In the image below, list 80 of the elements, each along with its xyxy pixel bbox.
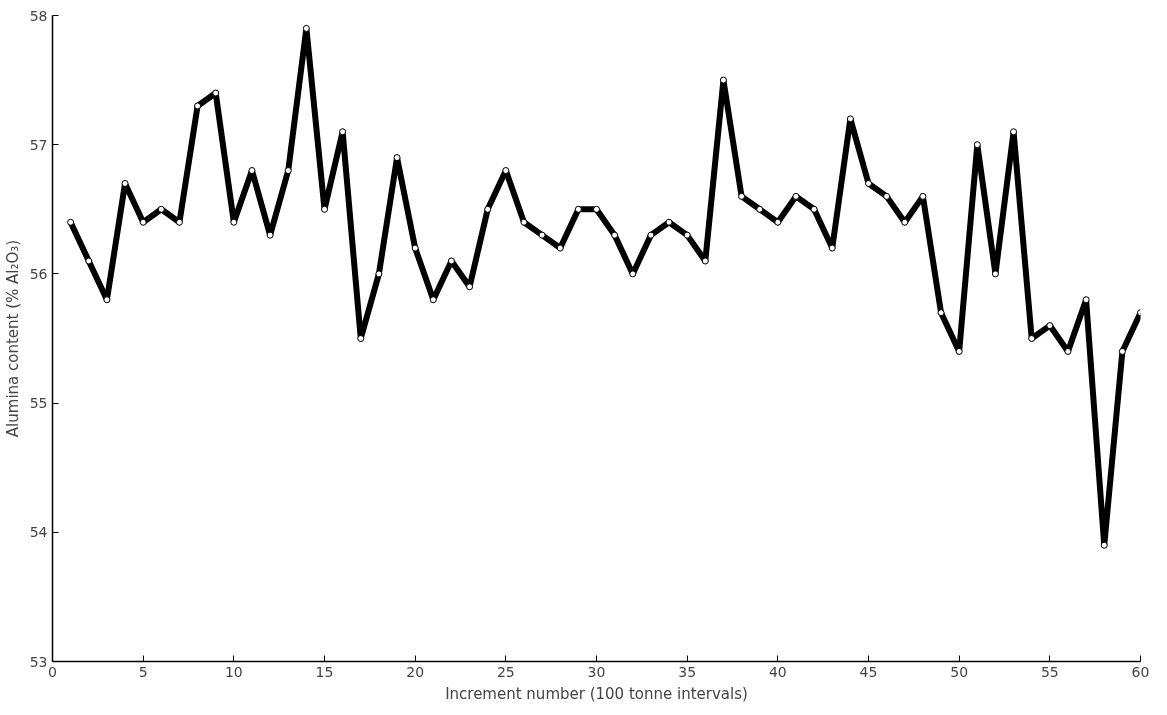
x-tick-label: 15 [315, 663, 334, 680]
point [194, 102, 202, 110]
point [212, 89, 220, 97]
x-tick-label: 50 [950, 663, 969, 680]
point [484, 205, 492, 213]
point [991, 270, 999, 278]
point [248, 167, 256, 175]
point [1082, 296, 1090, 304]
point [447, 257, 455, 265]
point [647, 231, 655, 239]
point [85, 257, 93, 265]
x-tick-label: 10 [224, 663, 243, 680]
y-tick-label: 58 [29, 7, 48, 24]
point [792, 192, 800, 200]
point [284, 167, 292, 175]
point [937, 309, 945, 317]
point [357, 335, 365, 342]
y-tick-label: 53 [29, 653, 48, 670]
point [139, 218, 147, 226]
point [574, 205, 582, 213]
point [230, 218, 238, 226]
point [1100, 541, 1108, 549]
point [593, 205, 600, 213]
point [955, 347, 963, 355]
point [828, 244, 836, 252]
point [883, 192, 891, 200]
x-tick-label: 45 [859, 663, 878, 680]
point [302, 24, 310, 32]
point [520, 218, 528, 226]
x-tick-label: 0 [48, 663, 57, 680]
point [393, 154, 401, 162]
point [321, 205, 328, 213]
x-tick-label: 30 [587, 663, 606, 680]
point [865, 179, 872, 187]
point [738, 192, 746, 200]
x-tick-label: 55 [1040, 663, 1059, 680]
point [375, 270, 383, 278]
point [266, 231, 274, 239]
y-tick-label: 55 [29, 395, 48, 412]
point [411, 244, 419, 252]
y-tick-label: 57 [29, 136, 48, 153]
x-tick-label: 35 [678, 663, 697, 680]
point [683, 231, 691, 239]
point [846, 115, 854, 123]
point [502, 167, 510, 175]
point [1046, 322, 1054, 330]
y-axis-title: Alumina content (% Al₂O₃) [3, 239, 22, 438]
point [429, 296, 437, 304]
point [121, 179, 129, 187]
point [919, 192, 927, 200]
point [466, 283, 474, 291]
point [774, 218, 782, 226]
x-tick-label: 25 [496, 663, 515, 680]
point [175, 218, 183, 226]
point [611, 231, 619, 239]
point [1010, 128, 1018, 136]
point [339, 128, 347, 136]
point [538, 231, 546, 239]
y-tick-label: 54 [29, 524, 48, 541]
point [1064, 347, 1072, 355]
point [629, 270, 637, 278]
point [1028, 335, 1036, 342]
point [103, 296, 111, 304]
point [157, 205, 165, 213]
point [756, 205, 764, 213]
point [719, 76, 727, 84]
x-tick-label: 5 [138, 663, 148, 680]
x-tick-label: 40 [768, 663, 787, 680]
point [67, 218, 75, 226]
point [973, 141, 981, 149]
point [901, 218, 909, 226]
point [1118, 347, 1126, 355]
point [556, 244, 564, 252]
x-tick-label: 20 [406, 663, 425, 680]
point [701, 257, 709, 265]
y-tick-label: 56 [29, 265, 48, 282]
x-axis-title: Increment number (100 tonne intervals) [445, 684, 748, 703]
point [810, 205, 818, 213]
x-tick-label: 60 [1131, 663, 1150, 680]
point [665, 218, 673, 226]
